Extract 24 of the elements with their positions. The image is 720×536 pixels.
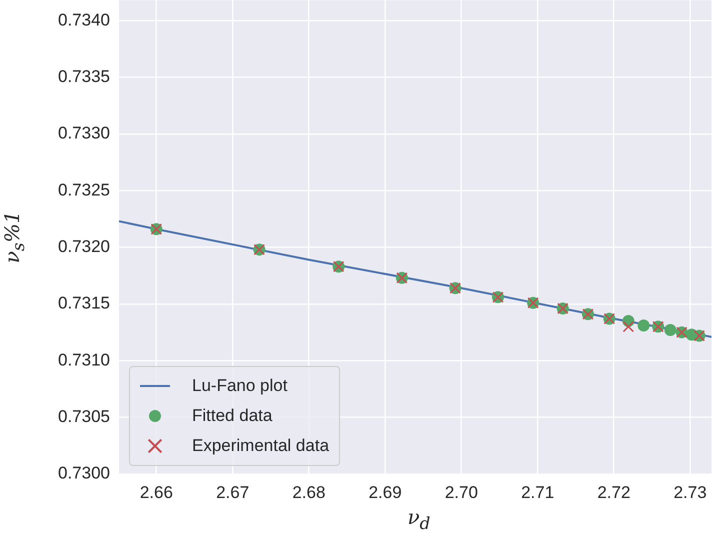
x-tick-label: 2.72 <box>597 482 630 502</box>
x-tick-label: 2.73 <box>674 482 707 502</box>
legend-label: Fitted data <box>192 406 272 426</box>
x-tick-label: 2.69 <box>368 482 402 502</box>
x-tick-label: 2.67 <box>216 482 250 502</box>
x-tick-label: 2.66 <box>140 482 173 502</box>
y-tick-label: 0.7305 <box>58 407 110 426</box>
x-tick-label: 2.70 <box>444 482 478 502</box>
x-axis-title: ν$_{d}$ <box>408 505 430 533</box>
y-tick-label: 0.7330 <box>58 124 110 143</box>
y-tick-label: 0.7320 <box>58 236 110 256</box>
point <box>622 320 634 332</box>
y-tick-label: 0.7315 <box>58 294 110 313</box>
y-tick-label: 0.7310 <box>58 350 110 370</box>
point <box>638 320 650 332</box>
legend-label: Lu-Fano plot <box>192 376 288 396</box>
x-tick-label: 2.68 <box>292 482 326 502</box>
point <box>664 324 676 336</box>
y-tick-label: 0.7335 <box>58 66 110 86</box>
y-tick-label: 0.7340 <box>58 10 110 30</box>
y-tick-label: 0.7300 <box>58 464 110 483</box>
legend-label: Experimental data <box>192 436 330 456</box>
y-tick-label: 0.7325 <box>58 180 110 200</box>
x-tick-label: 2.71 <box>521 482 554 502</box>
